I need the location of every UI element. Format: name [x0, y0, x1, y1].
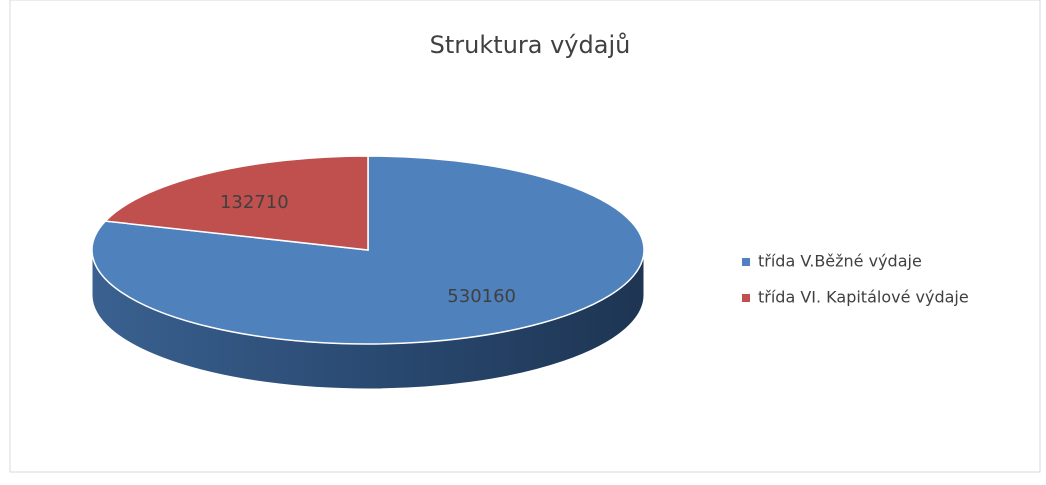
chart-frame	[9, 0, 1041, 473]
legend-label: třída VI. Kapitálové výdaje	[758, 288, 969, 307]
slice	[103, 155, 369, 251]
legend-marker	[742, 258, 750, 266]
data-label: 132710	[220, 192, 289, 213]
legend-label: třída V.Běžné výdaje	[758, 252, 922, 271]
data-label: 530160	[447, 286, 516, 307]
chart-title: Struktura výdajů	[430, 31, 631, 59]
legend-marker	[742, 294, 750, 302]
